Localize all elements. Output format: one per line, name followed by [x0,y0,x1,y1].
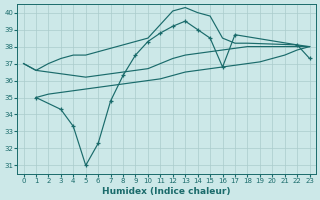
X-axis label: Humidex (Indice chaleur): Humidex (Indice chaleur) [102,187,231,196]
